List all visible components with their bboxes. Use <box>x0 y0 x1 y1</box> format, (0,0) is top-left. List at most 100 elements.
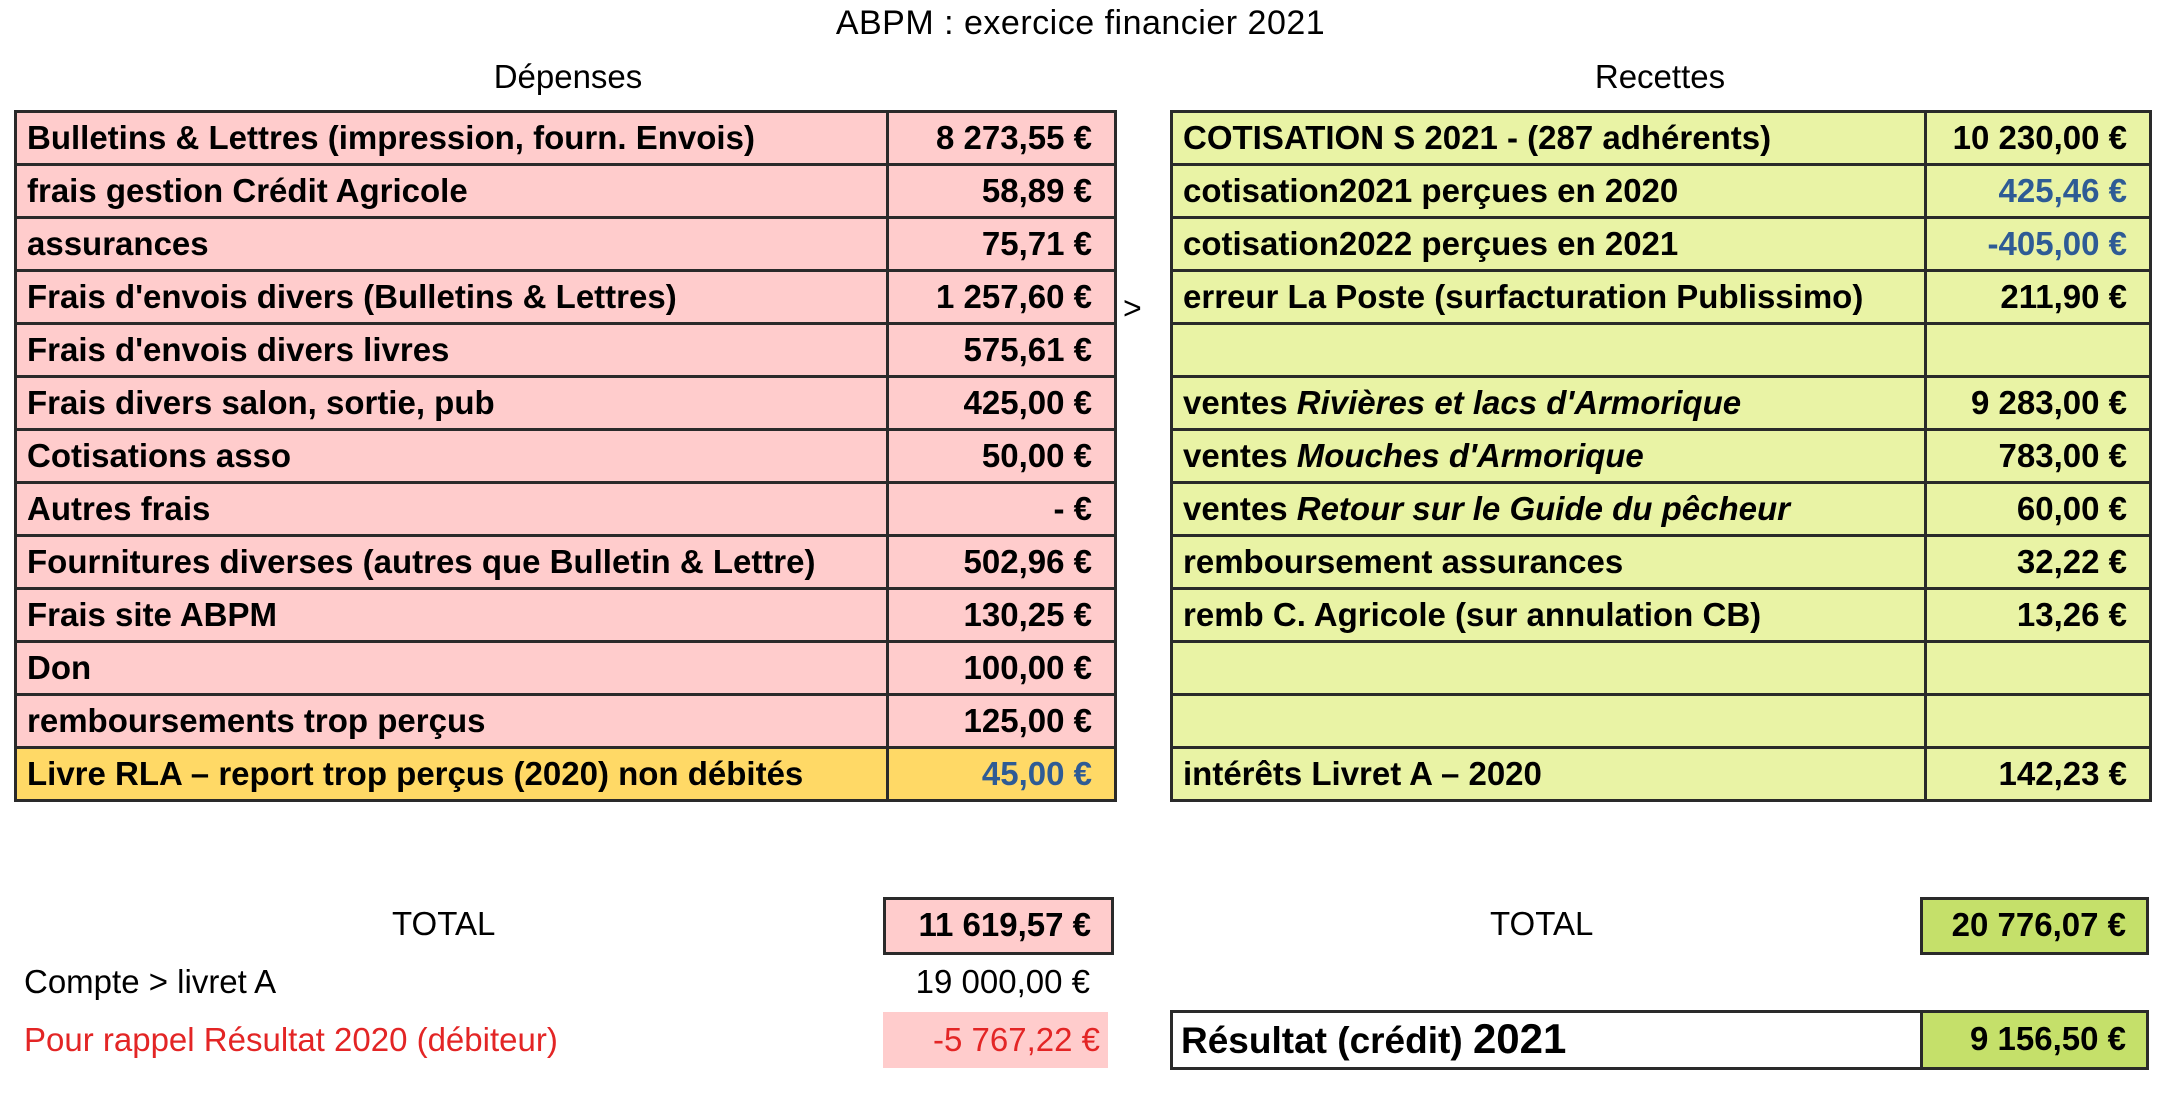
recette-amount: 10 230,00 € <box>1924 110 2152 166</box>
depense-amount: 75,71 € <box>886 216 1117 272</box>
depense-label: Fournitures diverses (autres que Bulleti… <box>14 534 889 590</box>
depense-amount: 100,00 € <box>886 640 1117 696</box>
recettes-table: COTISATION S 2021 - (287 adhérents) 10 23… <box>1170 110 2152 802</box>
depense-amount: 58,89 € <box>886 163 1117 219</box>
depense-amount: 125,00 € <box>886 693 1117 749</box>
depenses-total-label: TOTAL <box>392 905 496 942</box>
recette-amount <box>1924 640 2152 696</box>
recette-label: ventes Retour sur le Guide du pêcheur <box>1170 481 1927 537</box>
table-row: Fournitures diverses (autres que Bulleti… <box>14 534 1117 590</box>
depense-label: Frais divers salon, sortie, pub <box>14 375 889 431</box>
depense-amount: - € <box>886 481 1117 537</box>
recette-label-prefix: ventes <box>1183 490 1297 527</box>
table-row: COTISATION S 2021 - (287 adhérents) 10 23… <box>1170 110 2152 166</box>
book-title: Retour sur le Guide du pêcheur <box>1296 490 1790 527</box>
recette-label <box>1170 640 1927 696</box>
recette-label: COTISATION S 2021 - (287 adhérents) <box>1170 110 1927 166</box>
resultat-year: 2021 <box>1472 1015 1567 1062</box>
depense-amount: 1 257,60 € <box>886 269 1117 325</box>
table-row: Frais divers salon, sortie, pub 425,00 € <box>14 375 1117 431</box>
rappel-label: Pour rappel Résultat 2020 (débiteur) <box>24 1021 558 1058</box>
table-row: Frais site ABPM 130,25 € <box>14 587 1117 643</box>
depense-amount: 50,00 € <box>886 428 1117 484</box>
depense-label: Don <box>14 640 889 696</box>
recette-label: erreur La Poste (surfacturation Publissi… <box>1170 269 1927 325</box>
recette-amount: 32,22 € <box>1924 534 2152 590</box>
recette-label: ventes Mouches d'Armorique <box>1170 428 1927 484</box>
recette-label: remboursement assurances <box>1170 534 1927 590</box>
depense-label: Frais d'envois divers livres <box>14 322 889 378</box>
depense-label: Bulletins & Lettres (impression, fourn. … <box>14 110 889 166</box>
depenses-heading: Dépenses <box>493 58 643 95</box>
table-row <box>1170 322 2152 378</box>
table-row: remboursements trop perçus 125,00 € <box>14 693 1117 749</box>
recette-amount: 783,00 € <box>1924 428 2152 484</box>
depense-label: assurances <box>14 216 889 272</box>
depense-label: Frais site ABPM <box>14 587 889 643</box>
table-row: frais gestion Crédit Agricole 58,89 € <box>14 163 1117 219</box>
recette-amount: -405,00 € <box>1924 216 2152 272</box>
depense-amount: 45,00 € <box>886 746 1117 802</box>
recette-label: ventes Rivières et lacs d'Armorique <box>1170 375 1927 431</box>
recettes-total: 20 776,07 € <box>1920 897 2149 955</box>
depense-label: Cotisations asso <box>14 428 889 484</box>
transfer-amount: 19 000,00 € <box>915 963 1090 1000</box>
recette-label: intérêts Livret A – 2020 <box>1170 746 1927 802</box>
depense-amount: 575,61 € <box>886 322 1117 378</box>
recette-amount <box>1924 693 2152 749</box>
transfer-label: Compte > livret A <box>24 963 277 1000</box>
recette-label <box>1170 322 1927 378</box>
table-row: Frais d'envois divers livres 575,61 € <box>14 322 1117 378</box>
resultat-amount: 9 156,50 € <box>1920 1010 2149 1070</box>
table-row: Autres frais - € <box>14 481 1117 537</box>
table-row: Bulletins & Lettres (impression, fourn. … <box>14 110 1117 166</box>
book-title: Rivières et lacs d'Armorique <box>1296 384 1742 421</box>
depense-label: frais gestion Crédit Agricole <box>14 163 889 219</box>
recette-label <box>1170 693 1927 749</box>
arrow-marker: > <box>1123 290 1142 326</box>
depense-label: Livre RLA – report trop perçus (2020) no… <box>14 746 889 802</box>
depense-label: Autres frais <box>14 481 889 537</box>
table-row: ventes Retour sur le Guide du pêcheur 60,… <box>1170 481 2152 537</box>
recettes-total-label: TOTAL <box>1490 905 1594 942</box>
recette-label: cotisation2021 perçues en 2020 <box>1170 163 1927 219</box>
recette-label-prefix: ventes <box>1183 384 1297 421</box>
table-row: cotisation2022 perçues en 2021 -405,00 € <box>1170 216 2152 272</box>
rappel-amount: -5 767,22 € <box>883 1012 1108 1068</box>
table-row: ventes Mouches d'Armorique 783,00 € <box>1170 428 2152 484</box>
recette-amount: 142,23 € <box>1924 746 2152 802</box>
recette-amount: 60,00 € <box>1924 481 2152 537</box>
recettes-heading: Recettes <box>1594 58 1726 95</box>
document-title: ABPM : exercice financier 2021 <box>835 4 1326 42</box>
table-row: Frais d'envois divers (Bulletins & Lettr… <box>14 269 1117 325</box>
table-row: remboursement assurances 32,22 € <box>1170 534 2152 590</box>
depense-label: Frais d'envois divers (Bulletins & Lettr… <box>14 269 889 325</box>
table-row: remb C. Agricole (sur annulation CB) 13,2… <box>1170 587 2152 643</box>
depense-amount: 8 273,55 € <box>886 110 1117 166</box>
table-row: intérêts Livret A – 2020 142,23 € <box>1170 746 2152 802</box>
recette-label: remb C. Agricole (sur annulation CB) <box>1170 587 1927 643</box>
resultat-label: Résultat (crédit) <box>1181 1020 1473 1061</box>
table-row <box>1170 693 2152 749</box>
table-row: Don 100,00 € <box>14 640 1117 696</box>
table-row: erreur La Poste (surfacturation Publissi… <box>1170 269 2152 325</box>
table-row <box>1170 640 2152 696</box>
table-row: assurances 75,71 € <box>14 216 1117 272</box>
recette-amount: 9 283,00 € <box>1924 375 2152 431</box>
recette-amount: 425,46 € <box>1924 163 2152 219</box>
table-row: cotisation2021 perçues en 2020 425,46 € <box>1170 163 2152 219</box>
recette-label-prefix: ventes <box>1183 437 1297 474</box>
recette-amount: 211,90 € <box>1924 269 2152 325</box>
depense-amount: 130,25 € <box>886 587 1117 643</box>
table-row: Livre RLA – report trop perçus (2020) no… <box>14 746 1117 802</box>
depense-amount: 502,96 € <box>886 534 1117 590</box>
recette-amount: 13,26 € <box>1924 587 2152 643</box>
depenses-table: Bulletins & Lettres (impression, fourn. … <box>14 110 1117 802</box>
depense-amount: 425,00 € <box>886 375 1117 431</box>
recette-label: cotisation2022 perçues en 2021 <box>1170 216 1927 272</box>
resultat-label-box: Résultat (crédit) 2021 <box>1170 1010 1923 1070</box>
table-row: ventes Rivières et lacs d'Armorique 9 283… <box>1170 375 2152 431</box>
depense-label: remboursements trop perçus <box>14 693 889 749</box>
book-title: Mouches d'Armorique <box>1296 437 1644 474</box>
recette-amount <box>1924 322 2152 378</box>
